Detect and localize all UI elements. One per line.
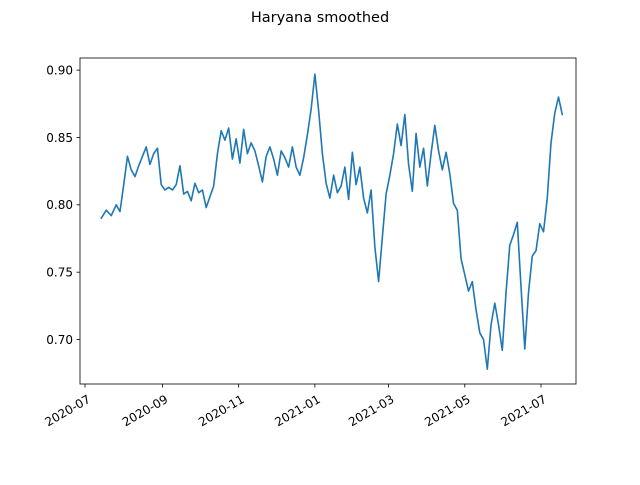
y-tick-label: 0.80 (46, 198, 73, 212)
y-tick-label: 0.85 (46, 131, 73, 145)
x-tick-label: 2020-07 (42, 392, 92, 429)
y-tick-label: 0.90 (46, 63, 73, 77)
x-tick-label: 2020-09 (120, 392, 170, 429)
plot-area (100, 73, 564, 370)
chart-title: Haryana smoothed (251, 10, 389, 26)
y-tick-label: 0.70 (46, 333, 73, 347)
x-tick-label: 2020-11 (196, 392, 246, 429)
axes-frame (79, 57, 577, 385)
x-tick-label: 2021-07 (498, 392, 548, 429)
x-tick-label: 2021-01 (272, 392, 322, 429)
x-tick-label: 2021-03 (346, 392, 396, 429)
y-tick-label: 0.75 (46, 265, 73, 279)
axes-ticks: 0.70 0.75 0.80 0.85 0.90 2020-07 2020-09 2020-1… (42, 63, 548, 429)
x-tick-label: 2021-05 (422, 392, 472, 429)
series-line-0 (100, 73, 564, 370)
